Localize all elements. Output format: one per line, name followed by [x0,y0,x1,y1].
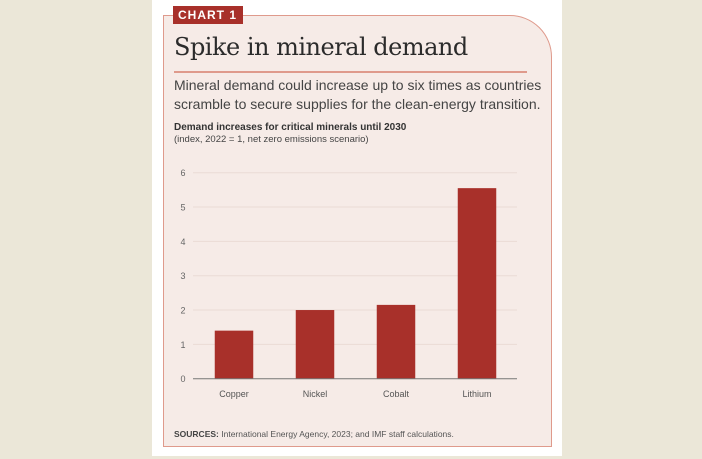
bar-cobalt [376,304,416,379]
chart-badge: CHART 1 [173,6,244,24]
bar-nickel [295,310,335,379]
x-tick-label: Copper [219,389,249,399]
y-tick-label: 1 [180,340,185,350]
y-tick-label: 0 [180,374,185,384]
y-tick-label: 4 [180,237,185,247]
x-tick-label: Lithium [462,389,491,399]
sources-label: SOURCES: [174,429,219,439]
y-tick-label: 3 [180,271,185,281]
chart-subtitle: (index, 2022 = 1, net zero emissions sce… [174,134,369,145]
y-tick-label: 6 [180,168,185,178]
bar-copper [214,330,254,379]
sources: SOURCES: International Energy Agency, 20… [174,429,454,439]
y-tick-label: 2 [180,306,185,316]
bar-lithium [457,188,497,379]
x-tick-label: Nickel [303,389,328,399]
chart-title: Demand increases for critical minerals u… [174,122,407,133]
x-tick-label: Cobalt [383,389,410,399]
page-title: Spike in mineral demand [174,33,468,61]
sources-text: International Energy Agency, 2023; and I… [221,429,454,439]
divider [174,71,527,73]
subtitle: Mineral demand could increase up to six … [174,77,542,112]
y-tick-label: 5 [180,203,185,213]
